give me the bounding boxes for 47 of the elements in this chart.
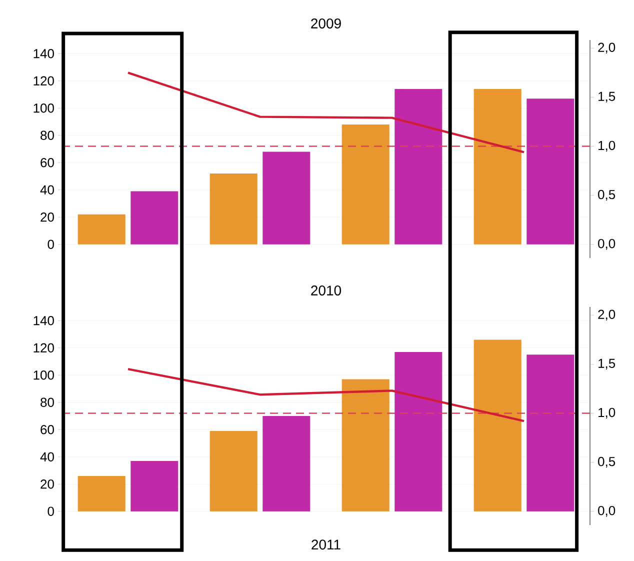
chart-title: 2009 xyxy=(311,18,341,28)
y-tick-label: 100 xyxy=(34,370,54,380)
y-tick-label: 60 xyxy=(40,425,54,434)
y-tick-label: 20 xyxy=(40,480,54,489)
y2-tick-label: 0,0 xyxy=(598,506,616,517)
y-tick-label: 0 xyxy=(48,240,54,249)
bar xyxy=(210,430,258,512)
line-series xyxy=(126,368,526,422)
bar xyxy=(394,352,442,512)
bar xyxy=(526,98,574,244)
y-tick-label: 80 xyxy=(40,398,54,407)
y2-tick-label: 2,0 xyxy=(598,42,616,54)
bar xyxy=(262,152,310,244)
bar xyxy=(474,89,522,244)
y2-tick-label: 0,0 xyxy=(598,238,616,250)
bar xyxy=(342,124,390,244)
bar xyxy=(394,89,442,244)
bar xyxy=(342,379,390,512)
y2-tick-label: 1,0 xyxy=(598,140,616,152)
bar xyxy=(78,476,126,512)
y-tick-label: 140 xyxy=(34,49,54,58)
y2-tick-label: 0,5 xyxy=(598,190,616,201)
y2-tick-label: 2,0 xyxy=(598,310,616,321)
y-tick-label: 40 xyxy=(40,452,54,462)
bar xyxy=(526,354,574,512)
bar xyxy=(262,416,310,512)
line-series xyxy=(126,72,526,154)
bar xyxy=(78,214,126,244)
chart-title: 2010 xyxy=(311,286,342,296)
y-tick-label: 100 xyxy=(34,104,54,113)
text: 2011 xyxy=(312,540,340,550)
y-tick-label: 120 xyxy=(34,343,54,352)
bar xyxy=(130,191,178,244)
y-tick-label: 80 xyxy=(40,130,54,140)
y-tick-label: 40 xyxy=(40,185,54,194)
y2-tick-label: 1,5 xyxy=(598,92,616,102)
bar xyxy=(474,340,522,512)
y2-tick-label: 1,0 xyxy=(598,408,616,419)
y2-tick-label: 1,5 xyxy=(598,358,616,370)
y2-tick-label: 0,5 xyxy=(598,456,616,468)
y-tick-label: 60 xyxy=(40,158,54,168)
y-tick-label: 120 xyxy=(34,76,54,86)
bar xyxy=(130,460,178,512)
y-tick-label: 0 xyxy=(48,506,54,516)
y-tick-label: 20 xyxy=(40,212,54,222)
bar xyxy=(210,174,258,244)
y-tick-label: 140 xyxy=(34,316,54,326)
